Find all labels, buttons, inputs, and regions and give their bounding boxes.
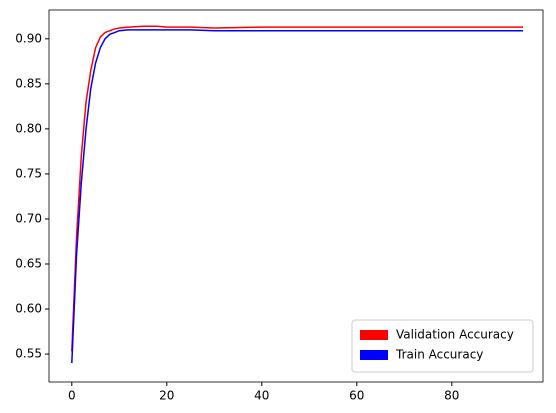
- y-tick-label: 0.65: [15, 257, 42, 271]
- legend-label: Train Accuracy: [395, 348, 483, 362]
- y-tick-label: 0.75: [15, 166, 42, 180]
- axes-frame: [48, 9, 544, 383]
- legend-label: Validation Accuracy: [396, 328, 514, 342]
- legend-swatch: [360, 350, 388, 360]
- x-tick-label: 0: [68, 389, 76, 403]
- data-line: [71, 25, 524, 352]
- y-tick-label: 0.60: [15, 302, 42, 316]
- y-tick-label: 0.70: [15, 211, 42, 225]
- x-tick-label: 20: [159, 389, 174, 403]
- y-tick-label: 0.90: [15, 31, 42, 45]
- x-tick-label: 80: [444, 389, 459, 403]
- legend-swatch: [360, 330, 388, 340]
- y-tick-label: 0.85: [15, 76, 42, 90]
- legend-box: [351, 319, 534, 373]
- y-tick-label: 0.55: [15, 347, 42, 361]
- x-tick-label: 40: [254, 389, 269, 403]
- y-tick-label: 0.80: [15, 121, 42, 135]
- data-line: [71, 29, 524, 364]
- x-tick-label: 60: [349, 389, 364, 403]
